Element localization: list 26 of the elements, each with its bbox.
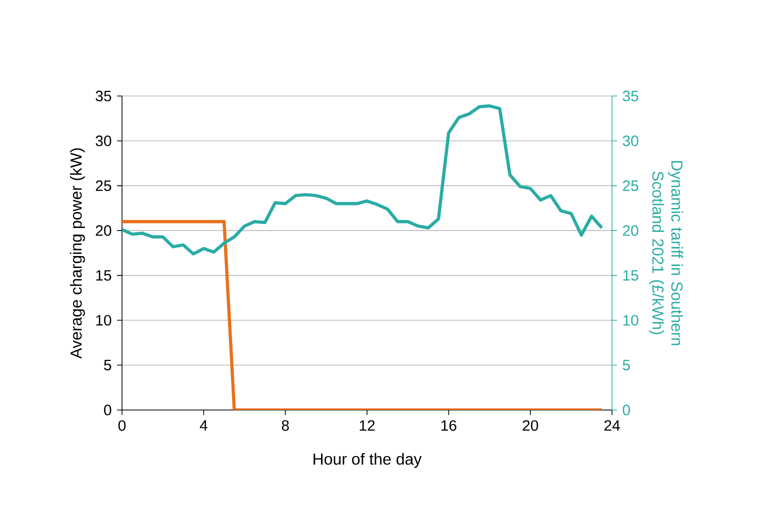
y2-tick-label: 25 [622,180,638,192]
x-tick-label: 20 [522,420,538,431]
y2-tick-label: 30 [622,136,638,146]
y-tick-label: 10 [96,314,112,326]
y-tick-label: 5 [104,360,112,370]
y-tick-label: 35 [96,90,112,102]
y2-tick-label: 5 [622,360,630,370]
y-tick-label: 25 [96,180,112,192]
y-tick-label: 15 [96,270,112,281]
x-tick-label: 8 [282,420,289,431]
x-axis-title: Hour of the day [314,453,422,468]
x-tick-label: 4 [200,420,208,431]
y2-axis-title: Dynamic tariff in Southern Scotland 2021 (£/kWh) [649,161,683,346]
y-axis-title: Average charging power (kW) [70,148,85,359]
y2-tick-label: 35 [622,90,638,102]
y-tick-label: 30 [96,136,112,146]
y2-tick-label: 10 [623,314,638,326]
x-tick-label: 0 [118,420,126,431]
y2-tick-label: 0 [622,404,630,416]
x-tick-label: 24 [604,420,620,431]
y2-tick-label: 20 [622,225,638,236]
y-tick-label: 20 [96,225,112,236]
y-tick-label: 0 [104,404,112,416]
x-tick-label: 16 [441,420,456,431]
x-tick-label: 12 [360,420,375,431]
y2-tick-label: 15 [623,270,638,281]
